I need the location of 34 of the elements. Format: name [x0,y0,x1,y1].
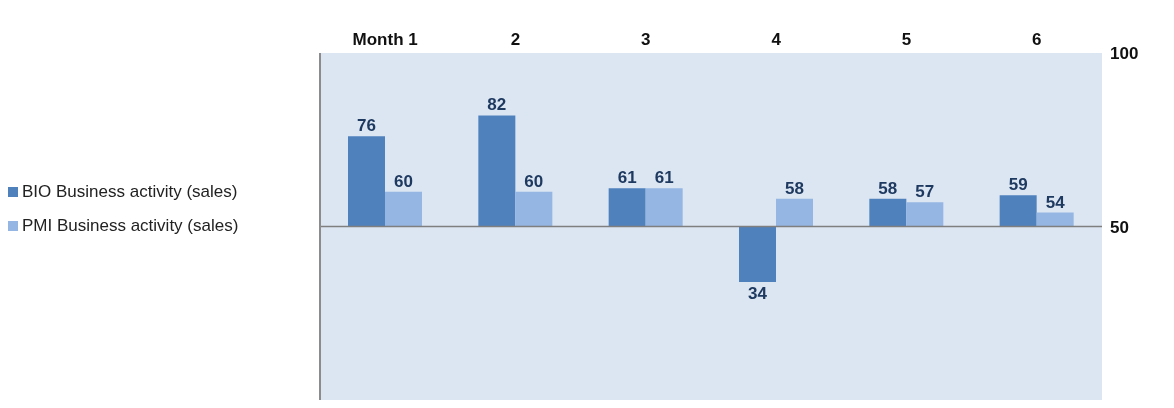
x-tick-label: 6 [1032,30,1042,49]
x-tick-label: Month 1 [352,30,418,49]
data-label: 59 [1008,175,1028,195]
data-label: 60 [524,171,544,191]
data-label: 61 [654,168,674,188]
data-label: 82 [487,95,507,115]
bar [608,188,646,227]
x-tick-label: 5 [901,30,912,49]
bar [348,136,385,227]
y-tick-label: 100 [1110,44,1139,64]
data-label: 60 [394,171,413,191]
data-label: 58 [785,178,804,198]
data-label: 34 [748,284,768,304]
data-label: 76 [357,116,376,136]
bar [739,226,776,283]
bar [1036,212,1074,227]
y-tick-label: 50 [1110,217,1129,237]
legend-label: PMI Business activity (sales) [22,216,239,236]
bar [385,191,422,227]
bar [776,198,813,227]
data-label: 57 [915,182,935,202]
x-tick-label: 3 [641,30,651,49]
bar [515,191,553,227]
bar [869,198,907,227]
bar [906,202,944,227]
bar [478,115,516,227]
data-label: 54 [1045,192,1066,212]
data-label: 58 [878,178,898,198]
x-tick-label: 4 [771,30,782,49]
bar [645,188,683,227]
x-tick-label: 2 [510,30,521,49]
data-label: 61 [617,168,637,188]
legend-label: BIO Business activity (sales) [22,182,238,202]
bar [999,195,1037,227]
